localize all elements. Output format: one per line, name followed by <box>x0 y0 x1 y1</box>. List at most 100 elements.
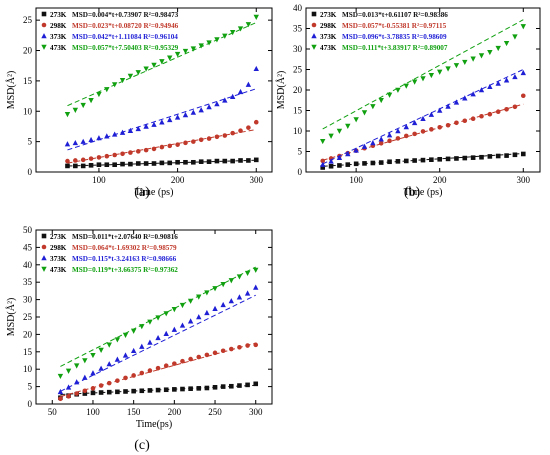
data-point <box>120 161 125 167</box>
data-point <box>253 119 259 125</box>
data-point <box>183 159 188 165</box>
data-point <box>420 76 426 82</box>
data-point <box>320 158 326 164</box>
series-473K <box>320 19 526 145</box>
data-point <box>147 388 153 393</box>
data-point <box>135 149 141 154</box>
data-point <box>244 270 251 277</box>
y-tick-label: 45 <box>23 242 33 252</box>
data-point <box>403 83 409 89</box>
y-tick-label: 10 <box>23 364 33 374</box>
fit-line-473K <box>322 19 524 130</box>
data-point <box>411 119 418 126</box>
x-tick-label: 100 <box>92 175 106 185</box>
y-tick-label: 25 <box>23 312 33 322</box>
data-point <box>504 153 509 158</box>
legend-fit-273K: MSD=0.011*t+2.07640 R²=0.90816 <box>72 233 178 241</box>
data-point <box>123 389 128 394</box>
data-point <box>104 87 110 93</box>
data-point <box>198 137 204 143</box>
data-point <box>112 152 117 158</box>
data-point <box>453 99 460 105</box>
legend-name-373K: 373K <box>50 33 67 41</box>
legend-marker-273K <box>311 11 317 17</box>
data-point <box>190 46 197 52</box>
data-point <box>196 354 202 360</box>
data-point <box>135 70 141 76</box>
data-point <box>253 14 259 21</box>
data-point <box>420 129 426 134</box>
data-point <box>167 116 173 123</box>
legend-fit-298K: MSD=0.023*t+0.08720 R²=0.94946 <box>72 22 179 30</box>
data-point <box>412 158 417 163</box>
data-point <box>131 373 136 378</box>
legend-fit-373K: MSD=0.115*t-3.24163 R²=0.98666 <box>72 255 177 263</box>
panel-a-label: (a) <box>134 185 150 200</box>
data-point <box>72 139 79 146</box>
data-point <box>520 151 526 157</box>
series-298K <box>65 119 259 164</box>
data-point <box>135 125 141 132</box>
legend-marker-298K <box>41 244 47 250</box>
y-tick-label: 30 <box>293 44 303 54</box>
data-point <box>127 73 134 79</box>
data-point <box>462 59 468 66</box>
data-point <box>106 361 112 367</box>
data-point <box>212 305 218 311</box>
data-point <box>429 127 434 132</box>
data-point <box>222 33 228 39</box>
data-point <box>111 82 118 88</box>
data-point <box>163 387 169 393</box>
y-tick-label: 10 <box>293 126 303 136</box>
data-point <box>88 136 94 143</box>
data-point <box>131 388 136 394</box>
data-point <box>395 136 401 141</box>
legend-name-298K: 298K <box>50 22 67 30</box>
data-point <box>238 158 243 163</box>
data-point <box>65 163 70 169</box>
data-point <box>387 138 392 144</box>
legend-name-373K: 373K <box>50 255 67 263</box>
data-point <box>503 40 510 47</box>
data-point <box>151 161 157 166</box>
data-point <box>320 161 326 167</box>
series-373K <box>57 284 259 395</box>
data-point <box>96 155 102 160</box>
data-point <box>143 66 149 72</box>
data-point <box>139 343 145 349</box>
data-point <box>230 130 235 136</box>
x-tick-label: 100 <box>349 175 363 185</box>
data-point <box>114 337 121 343</box>
data-point <box>98 383 104 388</box>
x-tick-label: 100 <box>86 407 100 417</box>
data-point <box>172 387 177 392</box>
plot-frame <box>35 7 273 173</box>
data-point <box>487 49 493 56</box>
y-tick-label: 25 <box>23 15 33 25</box>
legend-marker-473K <box>311 44 317 50</box>
data-point <box>143 147 149 153</box>
legend-marker-298K <box>41 22 47 28</box>
y-axis-label: MSD(Å²) <box>275 71 287 110</box>
data-point <box>119 77 126 84</box>
data-point <box>222 97 228 103</box>
data-point <box>130 328 137 334</box>
y-tick-label: 35 <box>23 277 33 287</box>
data-point <box>58 396 63 402</box>
data-point <box>122 352 129 358</box>
data-point <box>104 162 110 168</box>
panel-a: 100 200 300 0 5 10 15 20 25 Time (ps) MSD(Å²) 273K M… <box>5 7 273 198</box>
y-tick-label: 35 <box>293 24 303 34</box>
data-point <box>229 383 234 389</box>
data-point <box>445 122 451 128</box>
data-point <box>187 318 194 324</box>
data-point <box>112 162 117 168</box>
data-point <box>72 107 79 113</box>
data-point <box>204 290 210 296</box>
data-point <box>428 111 435 117</box>
data-point <box>328 133 334 139</box>
data-point <box>378 160 384 165</box>
data-point <box>370 160 376 166</box>
data-point <box>220 384 226 389</box>
panel-b-label: (b) <box>404 185 421 200</box>
